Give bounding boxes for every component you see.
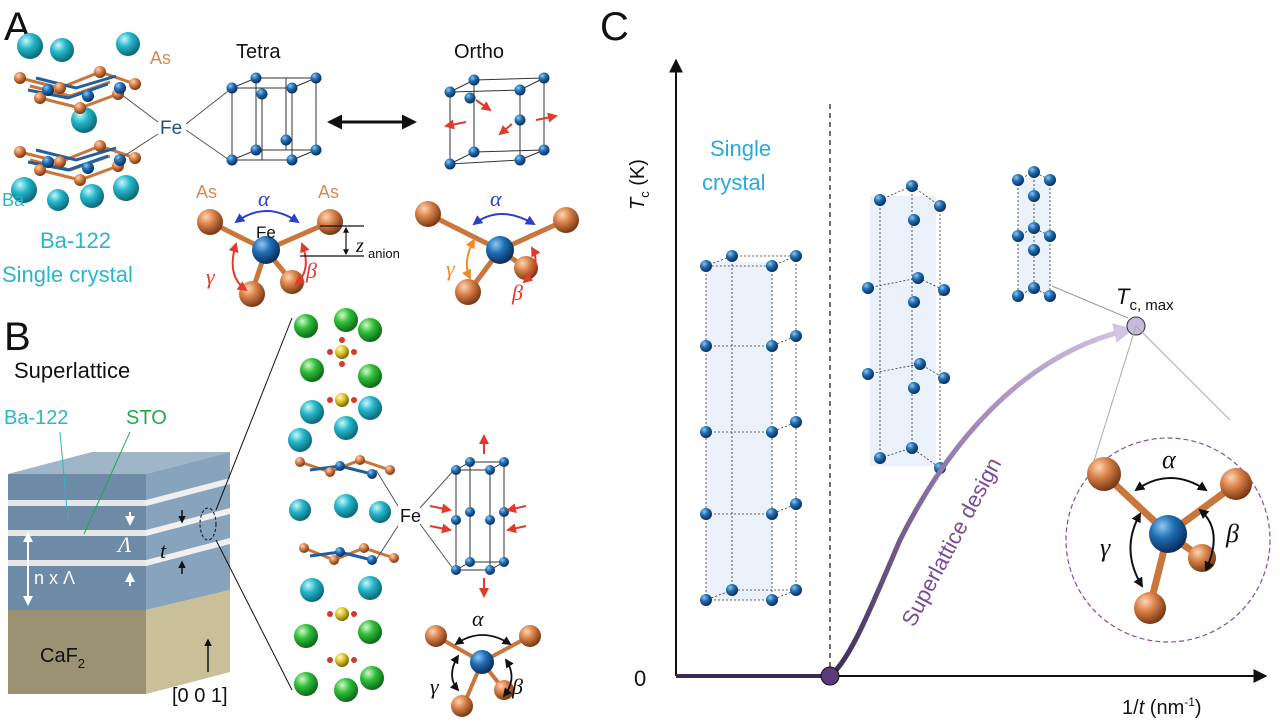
alpha-label-a2: α xyxy=(490,186,502,211)
superlattice-design-label: Superlattice design xyxy=(896,453,1006,630)
beta-label-b: β xyxy=(511,674,523,699)
z-anion-subscript: anion xyxy=(368,246,400,261)
single-crystal-label-line2: crystal xyxy=(702,170,766,195)
beta-label-a2: β xyxy=(511,280,523,305)
superlattice-block xyxy=(8,317,293,694)
superlattice-title: Superlattice xyxy=(14,358,130,383)
orthorhombic-unit-cell xyxy=(444,72,558,170)
fe-label-b: Fe xyxy=(400,506,421,526)
fe-as-tetrahedron-strained xyxy=(425,625,541,717)
tetragonal-unit-cell xyxy=(226,72,322,166)
sto-layer-label: STO xyxy=(126,407,167,429)
single-crystal-label: Single crystal xyxy=(2,262,133,287)
gamma-label-b: γ xyxy=(430,674,440,699)
as-atom-label: As xyxy=(150,48,171,68)
period-symbol-label: Λ xyxy=(116,532,132,557)
panel-letter-c: C xyxy=(600,5,629,49)
substrate-label: CaF2 xyxy=(40,645,85,671)
gamma-label-a1: γ xyxy=(206,264,216,289)
fe-label-center: Fe xyxy=(256,223,276,242)
origin-label: 0 xyxy=(634,666,646,691)
panel-c: C Tc (K) 0 1/t (nm-1) Single crystal xyxy=(600,5,1271,719)
as-label-left: As xyxy=(196,182,217,202)
thickness-symbol-label: t xyxy=(160,538,167,563)
x-axis-label: 1/t (nm-1) xyxy=(1122,695,1202,719)
fe-callout-lines xyxy=(117,87,233,163)
ba122-crystal-structure xyxy=(11,32,141,211)
panel-a: A xyxy=(2,5,579,307)
beta-label-a1: β xyxy=(305,258,317,283)
fe-as-tetrahedron-tetra xyxy=(197,209,364,307)
single-crystal-label-line1: Single xyxy=(710,136,771,161)
as-label-right: As xyxy=(318,182,339,202)
cell-short-superlattice xyxy=(1012,166,1129,319)
panel-letter-b: B xyxy=(4,315,31,359)
strained-unit-cell xyxy=(429,434,527,598)
beta-label-c: β xyxy=(1225,519,1239,548)
fe-as-tetrahedron-ortho xyxy=(415,201,579,305)
alpha-label-c: α xyxy=(1162,445,1177,474)
tc-curve xyxy=(676,316,1146,686)
y-axis-label: Tc (K) xyxy=(627,159,652,210)
alpha-label-b: α xyxy=(472,606,484,631)
z-anion-label: z xyxy=(355,235,364,257)
n-period-label: n x Λ xyxy=(34,568,75,588)
optimal-tetrahedron-callout xyxy=(1065,325,1271,643)
panel-b: B Superlattice Ba-122 STO xyxy=(4,308,541,717)
gamma-label-c: γ xyxy=(1100,533,1111,562)
gamma-label-a2: γ xyxy=(446,256,456,281)
tetra-label: Tetra xyxy=(236,41,281,63)
alpha-label-a1: α xyxy=(258,186,270,211)
ba122-layer-label: Ba-122 xyxy=(4,407,69,429)
superlattice-atomic-stack xyxy=(288,308,455,702)
fe-atom-label: Fe xyxy=(160,118,182,139)
material-label: Ba-122 xyxy=(40,228,111,253)
cell-long-single-crystal xyxy=(700,250,802,606)
onset-point xyxy=(820,666,840,686)
ortho-label: Ortho xyxy=(454,41,504,63)
direction-label: [0 0 1] xyxy=(172,685,228,707)
cell-medium-superlattice xyxy=(862,180,950,474)
ba-atom-label: Ba xyxy=(2,190,25,210)
tc-max-label: Tc, max xyxy=(1116,284,1174,314)
